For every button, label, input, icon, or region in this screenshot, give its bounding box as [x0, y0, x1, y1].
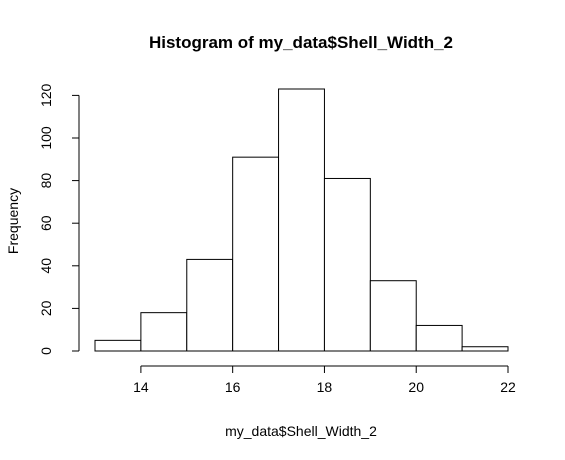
histogram-bar-8 — [461, 346, 509, 352]
histogram-bar-0 — [94, 339, 142, 352]
x-tick-label: 22 — [500, 379, 516, 395]
histogram-bar-4 — [278, 88, 325, 352]
x-tick-label: 16 — [225, 379, 241, 395]
y-tick-label: 120 — [38, 83, 54, 107]
histogram-bar-1 — [140, 312, 188, 352]
histogram-bar-6 — [369, 280, 417, 352]
y-tick-label: 80 — [38, 173, 54, 189]
x-axis: 14 16 18 20 22 — [133, 365, 516, 395]
y-tick-label: 60 — [38, 215, 54, 231]
x-tick-label: 20 — [408, 379, 424, 395]
histogram-bar-2 — [186, 258, 234, 352]
y-tick-label: 20 — [38, 300, 54, 316]
histogram-bar-5 — [323, 177, 371, 352]
y-axis: 0 20 40 60 80 100 120 — [38, 83, 80, 355]
chart-title: Histogram of my_data$Shell_Width_2 — [149, 33, 453, 52]
x-tick-label: 14 — [133, 379, 149, 395]
y-tick-label: 0 — [38, 347, 54, 355]
histogram-bar-3 — [232, 156, 280, 352]
histogram-bar-7 — [415, 324, 463, 352]
y-tick-label: 40 — [38, 258, 54, 274]
y-axis-label: Frequency — [5, 188, 21, 254]
y-tick-label: 100 — [38, 126, 54, 150]
x-tick-label: 18 — [317, 379, 333, 395]
x-axis-label: my_data$Shell_Width_2 — [225, 423, 377, 439]
histogram-bars — [94, 88, 509, 352]
